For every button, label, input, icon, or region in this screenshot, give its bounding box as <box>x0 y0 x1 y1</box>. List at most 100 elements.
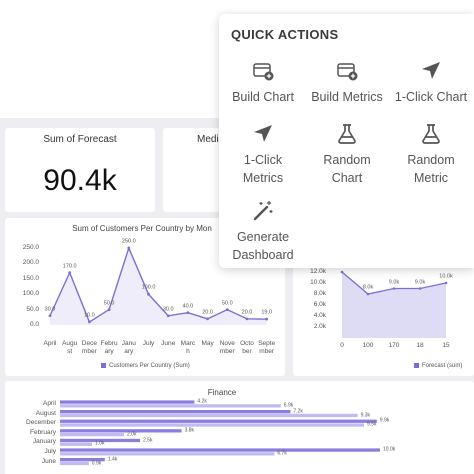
icon-shape <box>254 125 272 142</box>
chart-title: Finance <box>207 388 237 397</box>
bar <box>60 433 124 437</box>
data-label: 20.0 <box>241 309 253 316</box>
data-label: 8.0k <box>362 284 374 291</box>
chart-title: Sum of Customers Per Country by Mon <box>72 224 212 233</box>
data-label: 9.0k <box>414 278 426 285</box>
action-label: Build Chart <box>232 90 294 104</box>
area-point <box>340 270 344 274</box>
bar <box>60 400 195 404</box>
bar <box>60 458 105 462</box>
legend-swatch <box>101 363 106 368</box>
y-tick-label: January <box>32 438 56 446</box>
icon-shape <box>422 124 440 144</box>
data-label: 9.9k <box>379 417 390 424</box>
icon-shape <box>338 124 356 144</box>
y-tick-label: 10.0k <box>310 278 326 286</box>
action-icon <box>254 125 272 142</box>
icon-shape <box>259 201 273 213</box>
bar <box>60 461 89 466</box>
x-tick-label: October <box>240 340 254 355</box>
y-tick-label: December <box>26 418 56 426</box>
data-label: 20.0 <box>202 309 213 316</box>
quick-action[interactable]: Build Chart <box>221 60 305 106</box>
line-point <box>206 317 210 321</box>
quick-action[interactable]: Build Metrics <box>305 60 389 106</box>
area-chart-card <box>293 262 474 376</box>
x-tick-label: November <box>219 340 235 355</box>
data-label: 30.0 <box>162 306 174 312</box>
quick-action[interactable]: Random Metric <box>389 123 473 187</box>
x-tick-label: January <box>121 340 136 355</box>
line-point <box>68 271 72 275</box>
x-tick-label: December <box>81 340 97 355</box>
line-area <box>50 248 267 325</box>
action-icon <box>422 62 440 79</box>
data-label: 1.4k <box>107 456 118 463</box>
bar <box>60 419 377 423</box>
bar <box>60 452 275 456</box>
legend-label: Forecast (sum) <box>422 363 463 369</box>
data-label: 30.0 <box>44 306 56 312</box>
y-tick-label: 12.0k <box>310 267 326 275</box>
x-tick-label: 170 <box>388 341 400 349</box>
x-tick-label: August <box>62 340 78 355</box>
card-title: Sum of Forecast <box>43 134 117 145</box>
bar <box>60 410 291 414</box>
line-point <box>147 292 150 296</box>
quick-action[interactable]: Random Chart <box>305 123 389 187</box>
line-series <box>49 245 267 323</box>
area-point <box>418 287 422 290</box>
quick-actions-popup: QUICK ACTIONS Build Chart Build Metrics 1-… <box>219 14 474 268</box>
quick-action[interactable]: 1-Click Metrics <box>221 123 305 187</box>
line-point <box>245 317 249 321</box>
action-label: 1-Click Metrics <box>242 153 284 185</box>
card-value: 90.4k <box>43 164 117 197</box>
legend-swatch <box>414 363 419 368</box>
bar <box>60 442 92 446</box>
x-tick-label: 0 <box>340 341 344 349</box>
legend-label: Customers Per Country (Sum) <box>109 363 190 369</box>
data-label: 2.0k <box>127 431 137 438</box>
quick-action[interactable]: 1-Click Chart <box>389 60 473 106</box>
bar <box>60 423 364 427</box>
y-tick-label: 2.0k <box>313 322 326 330</box>
action-icon <box>253 63 274 81</box>
line-point <box>225 308 229 311</box>
popup-title: QUICK ACTIONS <box>231 27 339 42</box>
y-tick-label: 0.0 <box>29 320 39 328</box>
bar <box>60 404 281 408</box>
action-icon <box>337 63 358 81</box>
bar <box>60 448 380 452</box>
x-tick-label: February <box>100 340 118 355</box>
icon-shape <box>253 205 269 221</box>
icon-shape <box>350 73 356 79</box>
data-label: 40.0 <box>182 302 194 309</box>
action-icon <box>338 124 356 144</box>
y-tick-label: July <box>44 447 56 455</box>
y-tick-label: 200.0 <box>22 259 39 267</box>
data-label: 9.5k <box>367 421 377 428</box>
x-tick-label: April <box>43 340 57 347</box>
y-tick-label: April <box>42 399 56 407</box>
action-label: Generate Dashboard <box>232 230 294 262</box>
y-tick-label: February <box>29 428 56 436</box>
data-label: 10.0k <box>439 273 453 280</box>
x-tick-label: September <box>258 340 276 355</box>
area-point <box>366 292 370 296</box>
data-label: 7.2k <box>293 408 303 415</box>
y-tick-label: 150.0 <box>22 274 39 282</box>
icon-shape <box>266 73 272 79</box>
line-point <box>127 246 131 250</box>
line-point <box>265 317 269 321</box>
quick-action[interactable]: Generate Dashboard <box>221 200 305 264</box>
action-label: Build Metrics <box>311 90 383 104</box>
bar <box>60 438 140 443</box>
data-label: 9.3k <box>360 412 371 418</box>
area-point <box>444 281 448 285</box>
x-tick-label: July <box>142 340 155 347</box>
line-point <box>186 311 190 315</box>
y-tick-label: 4.0k <box>313 311 326 319</box>
y-tick-label: 100.0 <box>22 289 39 297</box>
